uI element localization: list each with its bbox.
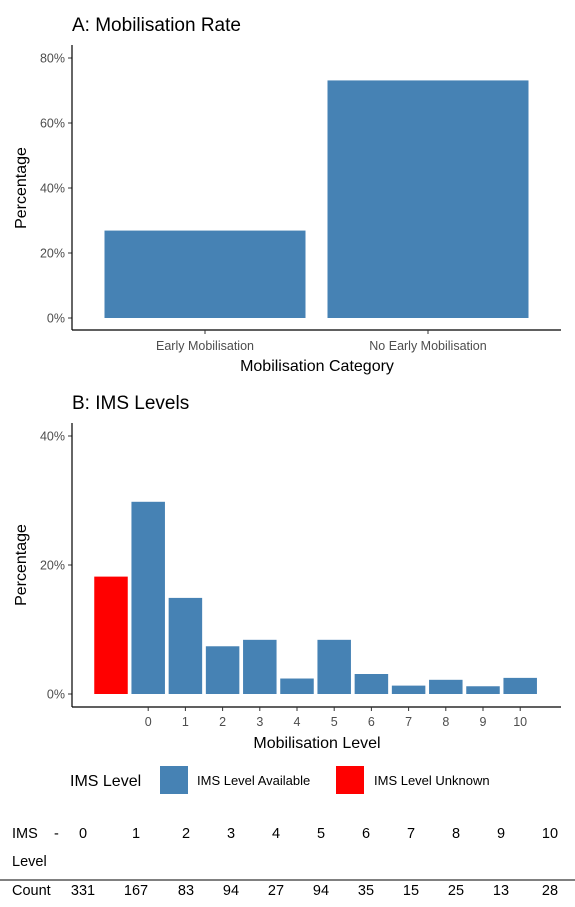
panel-a-title: A: Mobilisation Rate <box>72 15 241 36</box>
panel-a-x-ticks: Early Mobilisation No Early Mobilisation <box>156 330 487 353</box>
table-level-cell: 3 <box>227 826 235 842</box>
table-levels-row: 0 1 2 3 4 5 6 7 8 9 10 <box>79 826 558 842</box>
panel-b-x-tick-label: 6 <box>368 715 375 729</box>
legend: IMS Level IMS Level Available IMS Level … <box>70 766 490 794</box>
panel-a-y-title: Percentage <box>13 147 30 229</box>
panel-b-bar <box>354 674 389 694</box>
table-level-cell: 4 <box>272 826 280 842</box>
panel-b-bar <box>131 501 165 694</box>
legend-swatch-unknown <box>336 766 364 794</box>
panel-b-bar <box>205 646 240 694</box>
panel-b-x-tick-label: 1 <box>182 715 189 729</box>
panel-b-y-tick-label: 20% <box>40 559 65 573</box>
panel-b-bar <box>280 678 314 694</box>
panel-b-y-tick-label: 0% <box>47 688 65 702</box>
panel-b-title: B: IMS Levels <box>72 393 189 414</box>
panel-b-x-tick-label: 2 <box>219 715 226 729</box>
table-count-cell: 167 <box>124 883 148 899</box>
panel-a-y-tick-label: 40% <box>40 182 65 196</box>
table-level-cell: 10 <box>542 826 558 842</box>
count-table: IMS - Level 0 1 2 3 4 5 6 7 8 9 10 Count 331 167 83 9… <box>0 826 575 899</box>
panel-b-bars <box>94 501 537 694</box>
table-level-cell: 9 <box>497 826 505 842</box>
table-count-cell: 25 <box>448 883 464 899</box>
legend-title: IMS Level <box>70 773 141 790</box>
table-level-cell: 0 <box>79 826 87 842</box>
panel-a-bar <box>327 80 529 318</box>
table-level-cell: 8 <box>452 826 460 842</box>
panel-b-bar <box>466 686 500 694</box>
table-level-cell: 1 <box>132 826 140 842</box>
panel-b-x-tick-label: 9 <box>480 715 487 729</box>
table-count-cell: 94 <box>313 883 329 899</box>
table-count-cell: 94 <box>223 883 239 899</box>
table-counts-row: 331 167 83 94 27 94 35 15 25 13 28 <box>71 883 558 899</box>
panel-a-bar <box>104 230 306 318</box>
panel-a-y-tick-label: 80% <box>40 52 65 66</box>
panel-a-y-ticks: 0% 20% 40% 60% 80% <box>40 52 72 326</box>
panel-a-x-title: Mobilisation Category <box>240 358 394 375</box>
table-row1-label-cont: Level <box>12 854 47 870</box>
panel-b-bar <box>391 685 426 694</box>
table-count-cell: 331 <box>71 883 95 899</box>
table-row2-label: Count <box>12 883 51 899</box>
panel-b-bar <box>503 677 537 694</box>
panel-b-y-ticks: 0% 20% 40% <box>40 430 72 702</box>
table-count-cell: 13 <box>493 883 509 899</box>
panel-b-x-tick-label: 8 <box>442 715 449 729</box>
table-row1-dash: - <box>54 826 59 842</box>
panel-b-bar <box>429 679 463 694</box>
panel-b-bar <box>168 597 203 694</box>
panel-b-x-tick-label: 10 <box>513 715 527 729</box>
table-count-cell: 15 <box>403 883 419 899</box>
panel-b-bar <box>94 576 128 694</box>
table-count-cell: 35 <box>358 883 374 899</box>
panel-a-x-tick-label: No Early Mobilisation <box>369 339 486 353</box>
panel-a-y-tick-label: 0% <box>47 312 65 326</box>
legend-swatch-available <box>160 766 188 794</box>
panel-b-x-tick-label: 5 <box>331 715 338 729</box>
table-level-cell: 2 <box>182 826 190 842</box>
panel-a-y-tick-label: 20% <box>40 247 65 261</box>
legend-label-available: IMS Level Available <box>197 773 310 788</box>
panel-b-x-tick-label: 7 <box>405 715 412 729</box>
table-count-cell: 83 <box>178 883 194 899</box>
table-level-cell: 7 <box>407 826 415 842</box>
legend-label-unknown: IMS Level Unknown <box>374 773 490 788</box>
panel-b-x-title: Mobilisation Level <box>253 735 380 752</box>
panel-b-bar <box>317 639 351 694</box>
panel-a: A: Mobilisation Rate 0% 20% 40% 60% 80% Earl… <box>13 15 561 375</box>
table-row1-label: IMS <box>12 826 38 842</box>
panel-b-y-title: Percentage <box>13 524 30 606</box>
panel-a-x-tick-label: Early Mobilisation <box>156 339 254 353</box>
panel-b-y-tick-label: 40% <box>40 430 65 444</box>
table-level-cell: 6 <box>362 826 370 842</box>
panel-b: B: IMS Levels 0% 20% 40% 0 1 2 3 4 5 6 7 8 9 10 Mobi… <box>13 393 561 752</box>
panel-b-x-tick-label: 3 <box>256 715 263 729</box>
panel-b-x-ticks: 0 1 2 3 4 5 6 7 8 9 10 <box>145 707 527 729</box>
panel-b-x-tick-label: 4 <box>294 715 301 729</box>
table-level-cell: 5 <box>317 826 325 842</box>
panel-b-x-tick-label: 0 <box>145 715 152 729</box>
panel-a-bars <box>104 80 529 318</box>
panel-a-y-tick-label: 60% <box>40 117 65 131</box>
panel-b-bar <box>243 639 277 694</box>
table-count-cell: 28 <box>542 883 558 899</box>
table-count-cell: 27 <box>268 883 284 899</box>
